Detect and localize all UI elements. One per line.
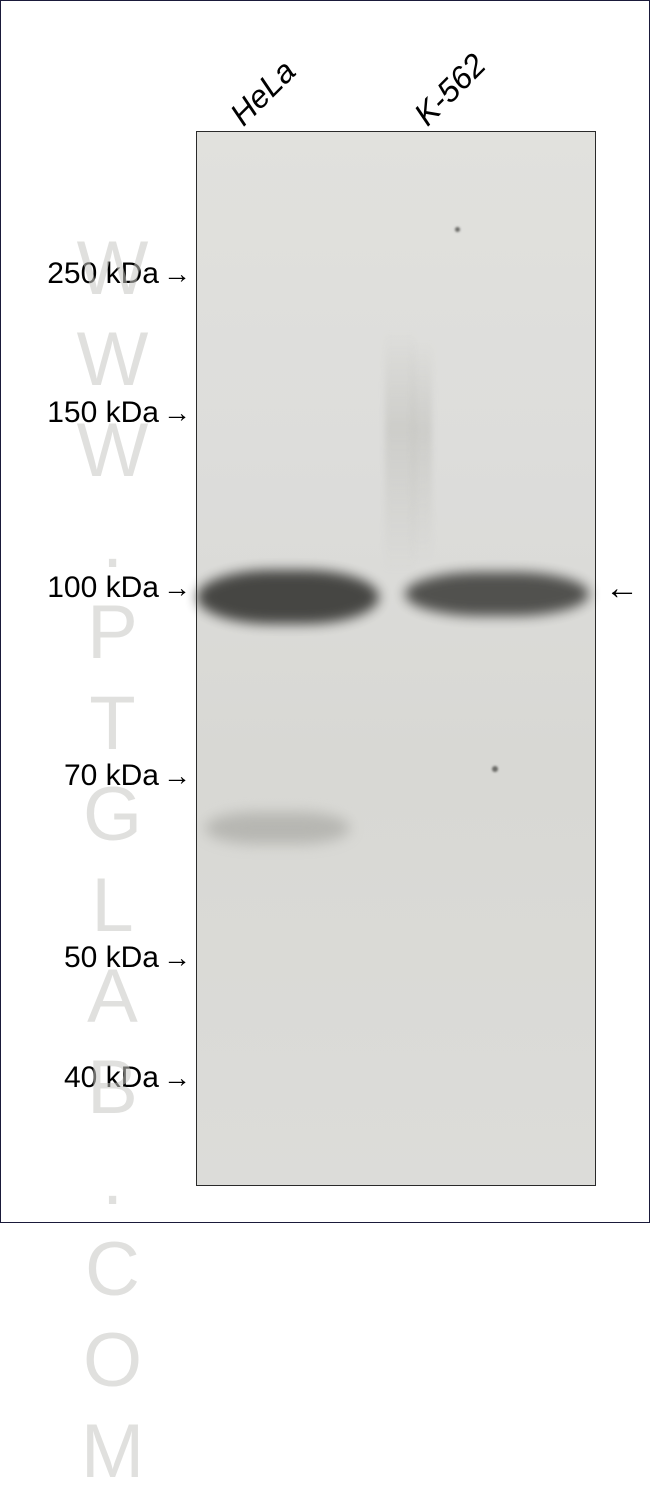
- arrow-icon: →: [163, 1062, 191, 1094]
- lane-label-text: K-562: [407, 46, 493, 132]
- mw-text: 250 kDa: [47, 257, 159, 290]
- mw-marker-100: 100 kDa→: [31, 571, 191, 605]
- membrane-streak: [385, 332, 415, 572]
- arrow-icon: →: [163, 397, 191, 429]
- artifact-dot: [455, 227, 460, 232]
- blot-membrane: [196, 131, 596, 1186]
- mw-text: 100 kDa: [47, 571, 159, 604]
- artifact-dot: [492, 766, 498, 772]
- mw-marker-150: 150 kDa→: [31, 396, 191, 430]
- band-k562-100kda: [405, 572, 589, 616]
- mw-text: 70 kDa: [64, 759, 159, 792]
- arrow-icon: →: [163, 942, 191, 974]
- mw-text: 50 kDa: [64, 941, 159, 974]
- lane-label-hela: HeLa: [223, 53, 303, 133]
- mw-marker-70: 70 kDa→: [46, 759, 191, 793]
- arrow-icon: →: [163, 258, 191, 290]
- band-hela-100kda: [197, 570, 379, 624]
- arrow-glyph: ←: [605, 569, 639, 607]
- membrane-streak: [412, 342, 432, 562]
- faint-band-hela: [205, 812, 350, 844]
- mw-marker-250: 250 kDa→: [31, 257, 191, 291]
- target-band-arrow-icon: ←: [605, 569, 639, 608]
- lane-label-k562: K-562: [407, 46, 494, 133]
- lane-label-text: HeLa: [223, 53, 303, 133]
- arrow-icon: →: [163, 760, 191, 792]
- mw-text: 40 kDa: [64, 1061, 159, 1094]
- mw-marker-50: 50 kDa→: [46, 941, 191, 975]
- arrow-icon: →: [163, 572, 191, 604]
- mw-marker-40: 40 kDa→: [46, 1061, 191, 1095]
- mw-text: 150 kDa: [47, 396, 159, 429]
- figure-frame: HeLa K-562 250 kDa→ 150 kDa→ 100 kDa→ 70…: [0, 0, 650, 1223]
